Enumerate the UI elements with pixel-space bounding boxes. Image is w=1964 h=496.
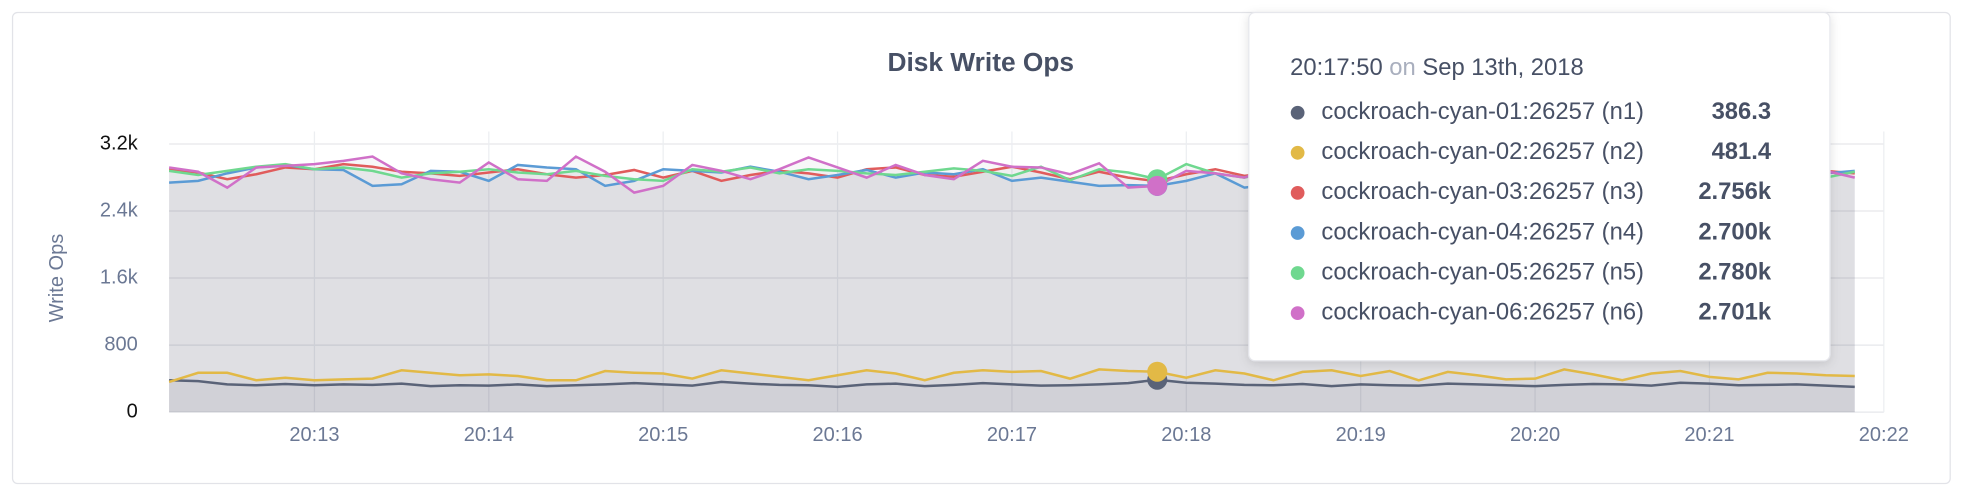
tooltip-series-name: cockroach-cyan-02:26257 (n2) (1321, 138, 1644, 165)
x-tick-label: 20:17 (987, 424, 1037, 446)
tooltip-marker (1290, 306, 1305, 321)
x-tick-label: 20:18 (1161, 424, 1211, 446)
tooltip-marker (1290, 105, 1305, 120)
tooltip-value: 386.3 (1712, 98, 1772, 125)
tooltip-marker (1290, 226, 1305, 240)
series-line (169, 378, 1855, 389)
tooltip-marker (1290, 186, 1305, 200)
y-tick-label: 800 (104, 333, 137, 355)
y-tick-label: 1.6k (100, 266, 139, 288)
hover-point (1147, 175, 1168, 196)
series-line (168, 368, 1855, 384)
tooltip-series-name: cockroach-cyan-01:26257 (n1) (1321, 98, 1644, 125)
tooltip-date: Sep 13th, 2018 (1422, 54, 1583, 81)
tooltip-time: 20:17:50 (1290, 54, 1383, 81)
tooltip-series-name: cockroach-cyan-04:26257 (n4) (1321, 218, 1644, 245)
y-axis-label: Write Ops (46, 234, 68, 323)
hover-point (1147, 361, 1168, 382)
chart-title: Disk Write Ops (887, 47, 1074, 77)
tooltip-box (1248, 11, 1831, 362)
tooltip-series-name: cockroach-cyan-03:26257 (n3) (1321, 178, 1644, 205)
x-tick-label: 20:20 (1510, 424, 1560, 446)
tooltip-value: 2.756k (1698, 178, 1772, 205)
tooltip-marker (1290, 266, 1305, 280)
x-tick-label: 20:21 (1684, 424, 1734, 446)
x-tick-label: 20:15 (638, 424, 688, 446)
y-tick-label: 2.4k (100, 199, 139, 221)
tooltip-separator: on (1389, 54, 1415, 81)
tooltip-marker (1290, 145, 1305, 160)
tooltip-value: 481.4 (1712, 138, 1772, 165)
tooltip-value: 2.780k (1698, 258, 1772, 285)
y-tick-label: 3.2k (100, 132, 139, 154)
x-tick-label: 20:14 (464, 424, 514, 446)
tooltip: 20:17:50 on Sep 13th, 2018 cockroach-cya… (1248, 11, 1831, 362)
x-tick-label: 20:16 (812, 424, 862, 446)
x-tick-label: 20:19 (1336, 424, 1386, 446)
x-tick-label: 20:13 (289, 424, 339, 446)
tooltip-header: 20:17:50 on Sep 13th, 2018 (1290, 54, 1584, 81)
tooltip-value: 2.700k (1698, 218, 1772, 245)
tooltip-series-name: cockroach-cyan-06:26257 (n6) (1321, 298, 1644, 325)
tooltip-value: 2.701k (1698, 298, 1772, 325)
tooltip-series-name: cockroach-cyan-05:26257 (n5) (1321, 258, 1644, 285)
x-tick-label: 20:22 (1859, 424, 1909, 446)
y-tick-label: 0 (127, 400, 138, 422)
